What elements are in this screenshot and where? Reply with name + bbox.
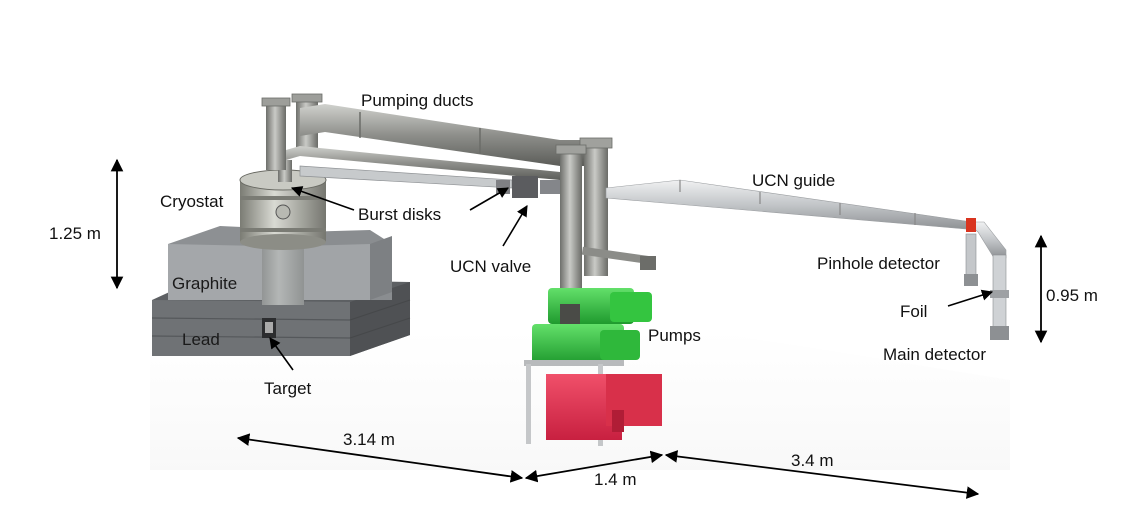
inner-guide-tube [299,165,560,198]
label-burst-disks: Burst disks [358,205,442,224]
label-lead: Lead [182,330,220,349]
graphite-blocks [168,226,392,300]
label-ucn-guide: UCN guide [752,171,836,190]
vacuum-pumps [532,288,652,364]
dim-height-cryostat: 1.25 m [49,224,101,243]
dim-length-target-pumps: 3.14 m [343,430,395,449]
dim-length-guide: 3.4 m [791,451,834,470]
pump-stand [524,360,662,446]
dim-length-pumps: 1.4 m [594,470,637,489]
label-pumping-ducts: Pumping ducts [361,91,474,110]
label-pinhole-detector: Pinhole detector [817,254,940,273]
central-riser [555,137,656,310]
label-ucn-valve: UCN valve [450,257,532,276]
label-cryostat: Cryostat [160,192,224,211]
leader-lines [269,186,994,371]
label-foil: Foil [900,302,928,321]
detector-assembly [964,233,1009,340]
ucn-guide-pipe [605,179,1007,259]
label-main-detector: Main detector [883,345,986,364]
dim-height-detector: 0.95 m [1046,286,1098,305]
dimension-arrows [110,158,1048,499]
label-graphite: Graphite [172,274,238,293]
pumping-ducts-pipe [286,104,600,180]
label-target: Target [264,379,312,398]
label-pumps: Pumps [648,326,701,345]
